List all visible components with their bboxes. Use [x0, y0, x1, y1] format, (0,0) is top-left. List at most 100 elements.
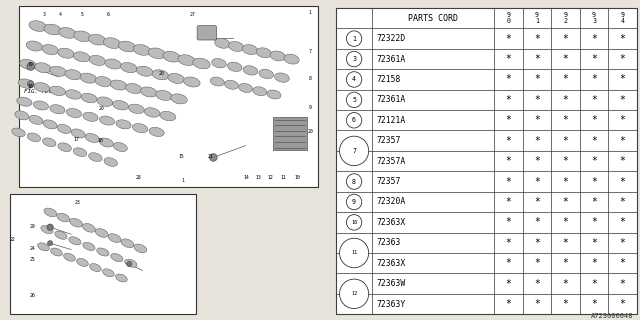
Ellipse shape: [38, 243, 49, 251]
Text: *: *: [591, 217, 597, 228]
Text: *: *: [591, 299, 597, 309]
Ellipse shape: [33, 101, 49, 110]
Text: *: *: [620, 136, 625, 146]
Text: *: *: [620, 258, 625, 268]
Text: *: *: [563, 136, 568, 146]
Circle shape: [339, 279, 369, 308]
Text: *: *: [563, 258, 568, 268]
Ellipse shape: [243, 44, 258, 55]
Text: *: *: [506, 258, 511, 268]
Ellipse shape: [77, 259, 88, 266]
Text: *: *: [620, 217, 625, 228]
Ellipse shape: [118, 41, 136, 52]
Ellipse shape: [71, 129, 85, 138]
Text: *: *: [591, 34, 597, 44]
Text: 20: 20: [307, 129, 313, 134]
Ellipse shape: [70, 218, 83, 227]
Text: *: *: [620, 177, 625, 187]
Circle shape: [346, 215, 362, 230]
Text: *: *: [506, 54, 511, 64]
Text: 72363X: 72363X: [376, 259, 405, 268]
Text: *: *: [534, 299, 540, 309]
Text: 5: 5: [352, 97, 356, 103]
Ellipse shape: [99, 116, 115, 125]
Text: 10: 10: [351, 220, 357, 225]
Ellipse shape: [133, 44, 150, 55]
Ellipse shape: [141, 87, 157, 97]
Text: 14: 14: [244, 175, 250, 180]
Bar: [10, 194, 196, 314]
Text: *: *: [563, 115, 568, 125]
Text: *: *: [534, 136, 540, 146]
Text: *: *: [563, 279, 568, 289]
Ellipse shape: [44, 208, 57, 217]
Text: 7: 7: [352, 148, 356, 154]
Text: *: *: [563, 95, 568, 105]
Text: *: *: [506, 177, 511, 187]
Circle shape: [346, 174, 362, 189]
Text: *: *: [506, 115, 511, 125]
Text: 16: 16: [97, 138, 103, 143]
Circle shape: [27, 63, 35, 70]
Ellipse shape: [104, 158, 118, 166]
Text: 9
3: 9 3: [592, 12, 596, 24]
Text: 12: 12: [351, 291, 357, 296]
Text: *: *: [591, 258, 597, 268]
Text: *: *: [591, 238, 597, 248]
Text: *: *: [506, 217, 511, 228]
Ellipse shape: [239, 84, 253, 92]
Ellipse shape: [113, 142, 127, 152]
Ellipse shape: [83, 223, 95, 232]
Ellipse shape: [81, 93, 97, 103]
Text: 72363Y: 72363Y: [376, 300, 405, 308]
Circle shape: [346, 72, 362, 87]
Ellipse shape: [284, 54, 300, 64]
Ellipse shape: [57, 213, 70, 222]
Ellipse shape: [59, 28, 76, 38]
Ellipse shape: [63, 253, 76, 261]
Circle shape: [28, 81, 34, 87]
Ellipse shape: [211, 77, 224, 86]
Text: 3: 3: [42, 12, 45, 17]
Text: 22: 22: [10, 237, 15, 242]
Ellipse shape: [34, 83, 50, 92]
Text: *: *: [506, 197, 511, 207]
Ellipse shape: [95, 76, 112, 87]
Ellipse shape: [256, 48, 271, 58]
Ellipse shape: [228, 42, 244, 52]
Text: 29: 29: [29, 223, 35, 228]
Text: 72361A: 72361A: [376, 54, 405, 64]
Text: 4: 4: [352, 76, 356, 83]
Text: 26: 26: [29, 293, 35, 298]
Text: 21: 21: [207, 154, 213, 159]
Text: *: *: [506, 75, 511, 84]
Ellipse shape: [89, 153, 102, 162]
Text: 9
2: 9 2: [564, 12, 568, 24]
Ellipse shape: [97, 248, 109, 256]
Ellipse shape: [149, 127, 164, 136]
Ellipse shape: [116, 120, 131, 129]
Ellipse shape: [104, 38, 121, 48]
Text: 72363: 72363: [376, 238, 401, 247]
Text: 9
0: 9 0: [506, 12, 511, 24]
Ellipse shape: [111, 253, 123, 262]
Circle shape: [346, 51, 362, 67]
Ellipse shape: [121, 239, 134, 248]
Text: 72357: 72357: [376, 136, 401, 145]
Text: *: *: [534, 258, 540, 268]
Text: *: *: [620, 75, 625, 84]
Text: 1: 1: [352, 36, 356, 42]
Ellipse shape: [42, 138, 56, 147]
Ellipse shape: [125, 84, 142, 93]
Ellipse shape: [90, 264, 101, 272]
Text: *: *: [591, 54, 597, 64]
FancyBboxPatch shape: [197, 26, 216, 40]
Text: 23: 23: [75, 199, 81, 204]
Ellipse shape: [275, 73, 289, 82]
Text: *: *: [620, 95, 625, 105]
Ellipse shape: [95, 228, 108, 237]
Ellipse shape: [270, 51, 285, 61]
Ellipse shape: [253, 87, 267, 96]
Ellipse shape: [125, 259, 137, 267]
Text: 1: 1: [309, 10, 312, 15]
